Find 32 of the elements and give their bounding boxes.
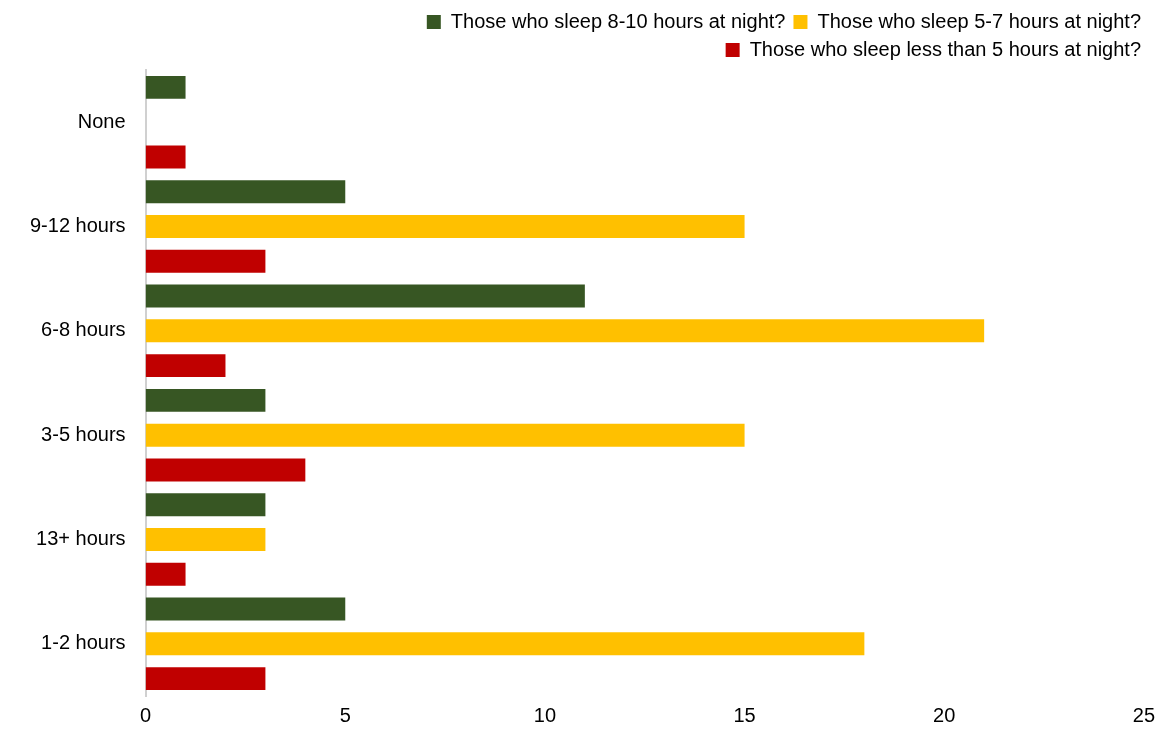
bar xyxy=(145,597,346,621)
bar xyxy=(145,180,346,204)
bar xyxy=(145,458,306,482)
bar xyxy=(145,388,266,412)
y-tick-label: 9-12 hours xyxy=(29,214,126,237)
bar xyxy=(145,354,226,378)
y-tick-label: 13+ hours xyxy=(36,527,126,550)
y-tick-label: 6-8 hours xyxy=(41,318,126,341)
y-tick-label: None xyxy=(77,109,126,132)
x-tick-label: 20 xyxy=(933,703,956,726)
bar xyxy=(145,528,266,551)
bar xyxy=(145,423,745,447)
x-tick-label: 5 xyxy=(339,703,351,726)
bar xyxy=(145,667,266,691)
x-tick-label: 15 xyxy=(733,703,756,726)
bar xyxy=(145,215,745,238)
y-tick-label: 3-5 hours xyxy=(41,422,126,445)
bar xyxy=(145,562,186,586)
bar xyxy=(145,319,985,343)
bar xyxy=(145,75,186,99)
x-tick-label: 0 xyxy=(140,703,152,726)
bar xyxy=(145,632,865,656)
bar xyxy=(145,493,266,517)
bar xyxy=(145,145,186,169)
x-tick-label: 25 xyxy=(1132,703,1155,726)
x-tick-label: 10 xyxy=(533,703,557,726)
legend-label: Those who sleep 8-10 hours at night? xyxy=(450,9,786,32)
y-tick-label: 1-2 hours xyxy=(41,631,126,654)
bar xyxy=(145,284,585,308)
bar xyxy=(145,249,266,273)
legend-label: Those who sleep 5-7 hours at night? xyxy=(817,9,1142,32)
legend-label: Those who sleep less than 5 hours at night? xyxy=(749,37,1141,60)
